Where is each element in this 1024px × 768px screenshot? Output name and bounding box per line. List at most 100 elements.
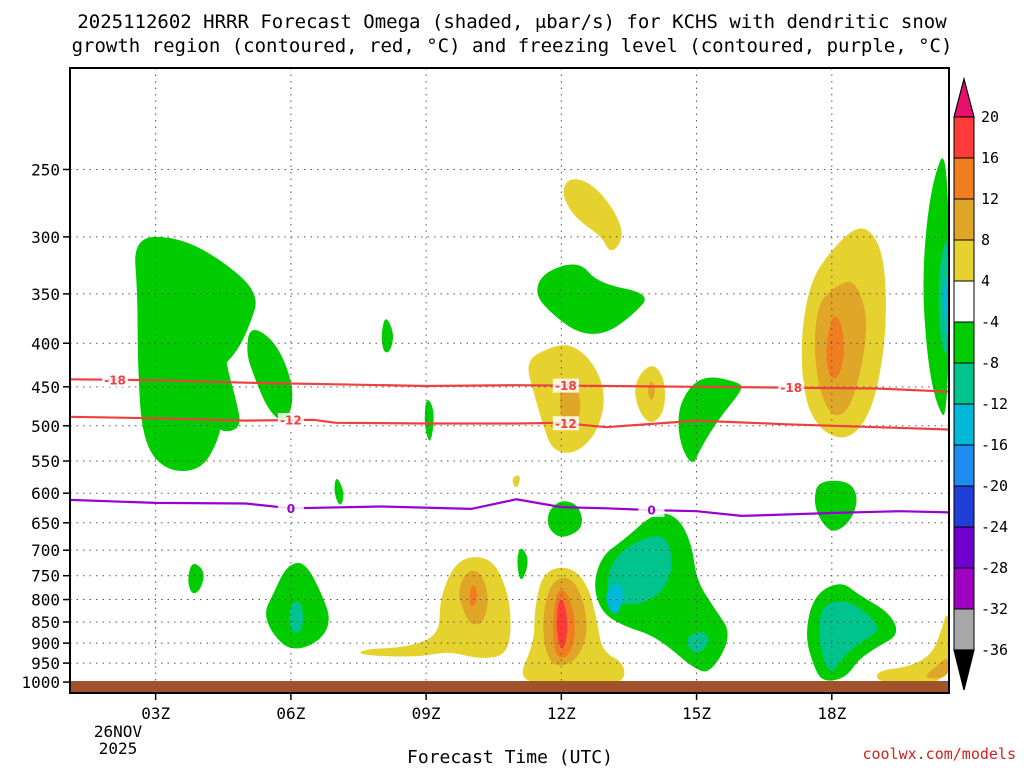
y-tick-label-350: 350 [31,285,60,304]
omega-teal-06z-core [289,601,304,634]
y-tick-label-950: 950 [31,654,60,673]
y-tick-label-500: 500 [31,417,60,436]
x-tick-label-06Z: 06Z [276,704,305,723]
freezing-level-line [69,498,950,518]
omega-yellow-20z-low [876,615,949,683]
x-tick-label-15Z: 15Z [682,704,711,723]
colorbar-label--24: -24 [981,518,1008,536]
y-tick-label-400: 400 [31,334,60,353]
dotted-gridlines [70,68,949,693]
colorbar-band-3 [953,239,975,282]
colorbar-band-2 [953,198,975,241]
colorbar-label--20: -20 [981,477,1008,495]
colorbar-band-10 [953,526,975,569]
chart-title-line-2: growth region (contoured, red, °C) and f… [72,35,953,57]
omega-green-09z-sliver [424,400,434,441]
colorbar-label-4: 4 [981,272,990,290]
y-tick-label-600: 600 [31,484,60,503]
colorbar-band-6 [953,362,975,405]
omega-teal-15z-spot [687,632,709,653]
freezing-level-label-bg [638,503,665,518]
dgz-minus18-label-bg [778,380,805,395]
colorbar-band-7 [953,403,975,446]
dgz-minus18-label-1: -18 [555,379,577,393]
colorbar-bottom-arrow [953,649,975,691]
y-tick-label-900: 900 [31,634,60,653]
colorbar-top-arrow [953,76,975,118]
chart-title: 2025112602 HRRR Forecast Omega (shaded, … [72,11,953,57]
omega-yellow-11z-sliver [512,475,520,487]
dgz-minus12-label-1: -12 [555,417,577,431]
colorbar-label-20: 20 [981,108,999,126]
omega-cyan-20z-edge [943,276,949,336]
chart-title-line-1: 2025112602 HRRR Forecast Omega (shaded, … [77,11,947,33]
colorbar-band-11 [953,567,975,610]
dgz-minus18-line [69,378,950,393]
freezing-level-label-bg [277,501,304,516]
omega-green-03z-upper [135,236,293,471]
dgz-minus18-label-2: -18 [780,381,802,395]
omega-green-08z-sliver [381,319,394,353]
omega-orange-20z-low [926,659,949,679]
colorbar-label--8: -8 [981,354,999,372]
omega-dark-orange-10z-low [469,585,478,607]
dgz-minus18-label-0: -18 [104,373,126,387]
colorbar-legend: 20 16 12 8 4 -4 -8 -12 -16 -20 -24 -28 -32 -36 [953,76,1008,691]
y-tick-label-650: 650 [31,514,60,533]
omega-green-04z-low [188,563,204,594]
colorbar-band-9 [953,485,975,528]
omega-green-20z-upper [923,158,949,416]
dgz-minus12-label-0: -12 [280,414,302,428]
colorbar-band-0 [953,116,975,159]
colorbar-label--12: -12 [981,395,1008,413]
dgz-minus12-line [69,415,950,431]
omega-shaded-regions [135,158,949,684]
x-axis-label: Forecast Time (UTC) [407,747,613,768]
x-tick-label-09Z: 09Z [412,704,441,723]
y-tick-label-850: 850 [31,613,60,632]
dgz-minus12-label-bg [552,416,579,431]
colorbar-label-16: 16 [981,149,999,167]
time-axis: 03Z 06Z 09Z 12Z 15Z 18Z [141,693,847,723]
dgz-minus18-label-bg [552,378,579,393]
temperature-contours: -18 -18 -18 -12 -12 0 0 [69,372,950,518]
y-tick-label-700: 700 [31,541,60,560]
colorbar-band-5 [953,321,975,364]
dgz-minus12-label-bg [277,413,304,428]
freezing-level-label-1: 0 [647,504,655,518]
y-tick-label-450: 450 [31,378,60,397]
pressure-axis: 250 300 350 400 450 500 550 600 650 700 750 800 850 9… [21,160,70,692]
x-tick-label-12Z: 12Z [547,704,576,723]
colorbar-label--32: -32 [981,600,1008,618]
colorbar-label--28: -28 [981,559,1008,577]
x-date-label-year: 2025 [99,739,138,758]
x-date-label-day: 26NOV [94,722,143,741]
omega-dark-orange-18z-core [826,316,844,379]
colorbar-label-8: 8 [981,231,990,249]
y-tick-label-750: 750 [31,567,60,586]
y-tick-label-800: 800 [31,591,60,610]
omega-green-07z-sliver [334,478,344,505]
y-tick-label-550: 550 [31,452,60,471]
omega-red-12z-core [556,599,568,649]
y-tick-label-300: 300 [31,228,60,247]
ground-surface-bar [70,681,949,693]
x-tick-label-03Z: 03Z [141,704,170,723]
credit-link[interactable]: coolwx.com/models [862,745,1016,763]
colorbar-label--16: -16 [981,436,1008,454]
omega-teal-13z-core [607,536,672,605]
x-tick-label-18Z: 18Z [817,704,846,723]
omega-green-11z-sliver [517,548,528,580]
colorbar-band-8 [953,444,975,487]
omega-yellow-12z-top [563,179,622,251]
y-tick-label-250: 250 [31,160,60,179]
dgz-minus18-label-bg [102,372,129,387]
omega-teal-18z-core [819,601,878,671]
colorbar-label-12: 12 [981,190,999,208]
colorbar-band-4 [953,280,975,323]
plot-frame [69,67,950,694]
omega-green-12z-fl [547,501,582,537]
omega-cyan-13z-spot [606,583,623,614]
y-tick-label-1000: 1000 [21,673,60,692]
